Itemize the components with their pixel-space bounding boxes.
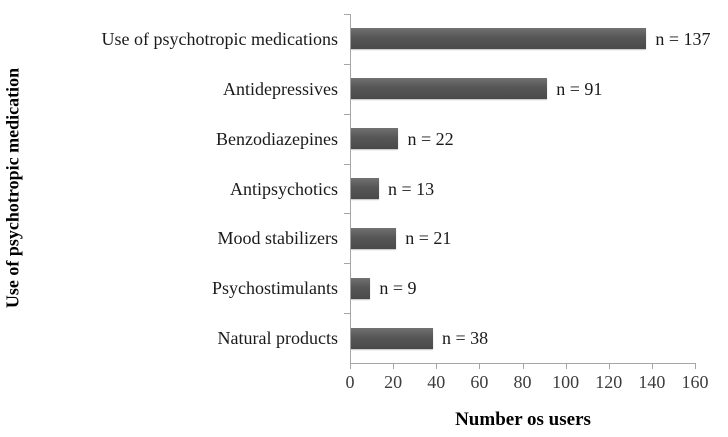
category-label: Psychostimulants: [211, 278, 338, 299]
bar-value-label: n = 13: [388, 178, 435, 199]
x-axis-tick: [350, 364, 351, 369]
y-axis-tick: [344, 113, 350, 115]
y-axis-tick: [344, 14, 350, 15]
bar-value-label: n = 38: [441, 328, 489, 349]
x-axis-tick: [608, 364, 610, 369]
x-axis-tick: [479, 364, 481, 369]
x-axis-title: Number os users: [455, 409, 591, 430]
x-axis-tick: [436, 364, 438, 369]
bar: [351, 327, 433, 349]
bar: [351, 128, 399, 150]
bar: [351, 178, 380, 199]
x-tick-label: 140: [638, 372, 666, 392]
y-axis-tick: [344, 63, 350, 65]
x-tick-label: 60: [470, 372, 489, 392]
category-label: Antidepressives: [223, 78, 338, 99]
category-label: Natural products: [217, 328, 338, 349]
x-tick-label: 20: [384, 372, 403, 392]
y-axis-tick: [344, 313, 350, 315]
bar-value-label: n = 22: [407, 128, 454, 149]
bar-value-label: n = 91: [556, 78, 603, 99]
category-label: Antipsychotics: [230, 178, 338, 199]
x-tick-label: 160: [681, 372, 709, 392]
x-axis-tick: [695, 364, 696, 369]
category-label: Benzodiazepines: [216, 128, 338, 149]
x-tick-label: 120: [595, 372, 623, 392]
y-axis-tick: [344, 263, 350, 265]
bar: [351, 227, 397, 249]
x-axis-tick: [651, 364, 653, 369]
bar-value-label: n = 9: [379, 278, 417, 299]
x-axis-tick: [565, 364, 567, 369]
x-axis-tick: [522, 364, 524, 369]
y-axis-line: [350, 14, 351, 364]
bar: [351, 28, 647, 50]
x-axis-line: [350, 363, 696, 364]
bar: [351, 78, 548, 100]
y-axis-tick: [344, 213, 350, 215]
x-axis-tick: [393, 364, 395, 369]
bar-value-label: n = 21: [405, 228, 452, 249]
category-label: Mood stabilizers: [217, 228, 338, 249]
x-tick-label: 40: [427, 372, 446, 392]
y-axis-tick: [344, 163, 350, 165]
bar-value-label: n = 137: [655, 28, 711, 49]
x-tick-label: 80: [513, 372, 532, 392]
x-tick-label: 100: [552, 372, 580, 392]
bar: [351, 277, 371, 299]
x-tick-label: 0: [345, 372, 355, 392]
category-label: Use of psychotropic medications: [101, 28, 338, 49]
